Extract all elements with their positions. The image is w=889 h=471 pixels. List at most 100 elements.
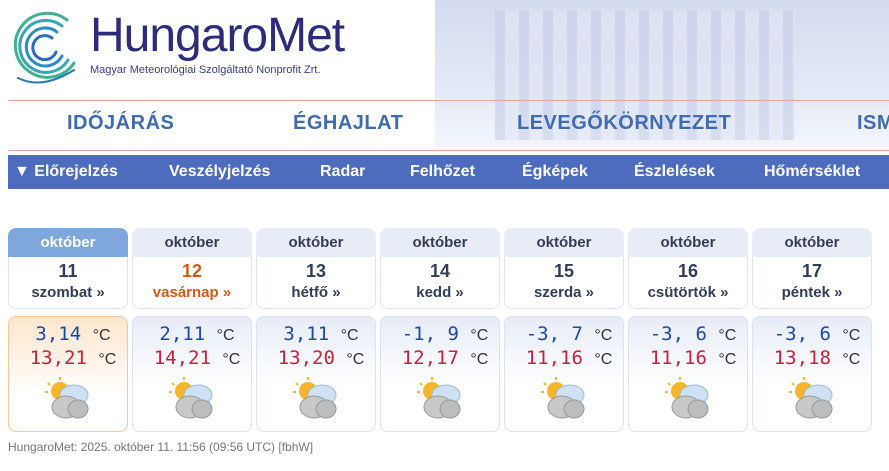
day-month: október — [8, 228, 128, 257]
day-date-box[interactable]: 17 péntek » — [752, 257, 872, 309]
max-temp: 13,21 — [29, 347, 87, 369]
day-weekday-link[interactable]: szerda » — [533, 284, 595, 301]
day-weather-box[interactable]: 3,11 °C 13,20 °C — [256, 316, 376, 432]
subnav-veszelyjelzes[interactable]: Veszélyjelzés — [169, 163, 271, 180]
day-weather-box[interactable]: 2,11 °C 14,21 °C — [132, 316, 252, 432]
day-number: 17 — [801, 261, 823, 281]
day-number: 13 — [305, 261, 327, 281]
day-weekday-link[interactable]: hétfő » — [291, 284, 341, 301]
min-temp: -3, 7 — [525, 323, 583, 345]
forecast-day[interactable]: október 11 szombat » 3,14 °C 13,21 °C — [8, 228, 128, 432]
unit: °C — [98, 351, 117, 368]
unit: °C — [216, 327, 235, 344]
unit: °C — [842, 351, 861, 368]
max-temp-row: 13,18 °C — [753, 347, 871, 371]
max-temp: 13,18 — [773, 347, 831, 369]
day-weather-box[interactable]: -3, 7 °C 11,16 °C — [504, 316, 624, 432]
unit: °C — [594, 327, 613, 344]
footer-timestamp: HungaroMet: 2025. október 11. 11:56 (09:… — [8, 440, 314, 454]
day-month: október — [628, 228, 748, 257]
min-temp-row: 3,14 °C — [9, 323, 127, 347]
min-temp-row: -3, 6 °C — [753, 323, 871, 347]
min-temp-row: -3, 7 °C — [505, 323, 623, 347]
divider — [8, 150, 889, 151]
min-temp: 3,11 — [283, 323, 330, 345]
min-temp-row: 2,11 °C — [133, 323, 251, 347]
forecast-day[interactable]: október 14 kedd » -1, 9 °C 12,17 °C — [380, 228, 500, 432]
max-temp-row: 12,17 °C — [381, 347, 499, 371]
header-building-image — [435, 0, 889, 150]
day-weekday-link[interactable]: péntek » — [781, 284, 843, 301]
day-weather-box[interactable]: -1, 9 °C 12,17 °C — [380, 316, 500, 432]
day-date-box[interactable]: 12 vasárnap » — [132, 257, 252, 309]
max-temp: 11,16 — [649, 347, 707, 369]
nav-levegokornyezet[interactable]: LEVEGŐKÖRNYEZET — [517, 112, 732, 134]
day-date-box[interactable]: 15 szerda » — [504, 257, 624, 309]
day-weekday-link[interactable]: csütörtök » — [647, 284, 729, 301]
unit: °C — [340, 327, 359, 344]
partly-cloudy-icon — [753, 375, 871, 425]
day-weather-box[interactable]: -3, 6 °C 13,18 °C — [752, 316, 872, 432]
day-weekday-link[interactable]: szombat » — [31, 284, 105, 301]
max-temp-row: 13,21 °C — [9, 347, 127, 371]
brand-name[interactable]: HungaroMet — [90, 9, 345, 62]
day-month: október — [752, 228, 872, 257]
max-temp-row: 11,16 °C — [629, 347, 747, 371]
brand-tagline: Magyar Meteorológiai Szolgáltató Nonprof… — [90, 64, 321, 76]
unit: °C — [470, 327, 489, 344]
day-weather-box[interactable]: -3, 6 °C 11,16 °C — [628, 316, 748, 432]
forecast-day[interactable]: október 12 vasárnap » 2,11 °C 14,21 °C — [132, 228, 252, 432]
day-month: október — [256, 228, 376, 257]
max-temp-row: 13,20 °C — [257, 347, 375, 371]
day-number: 14 — [429, 261, 451, 281]
sub-nav: ▼ Előrejelzés Veszélyjelzés Radar Felhőz… — [8, 155, 889, 189]
day-number: 11 — [58, 261, 78, 281]
unit: °C — [718, 327, 737, 344]
subnav-egkepek[interactable]: Égképek — [522, 163, 588, 180]
day-weekday-link[interactable]: kedd » — [416, 284, 464, 301]
max-temp-row: 11,16 °C — [505, 347, 623, 371]
day-number: 12 — [181, 261, 203, 281]
day-date-box[interactable]: 11 szombat » — [8, 257, 128, 309]
forecast-day[interactable]: október 17 péntek » -3, 6 °C 13,18 °C — [752, 228, 872, 432]
subnav-homerseklet[interactable]: Hőmérséklet — [764, 163, 861, 180]
subnav-eszlelesek[interactable]: Észlelések — [634, 163, 715, 180]
min-temp: -1, 9 — [401, 323, 459, 345]
min-temp-row: -1, 9 °C — [381, 323, 499, 347]
unit: °C — [842, 327, 861, 344]
unit: °C — [346, 351, 365, 368]
day-date-box[interactable]: 13 hétfő » — [256, 257, 376, 309]
forecast-day[interactable]: október 13 hétfő » 3,11 °C 13,20 °C — [256, 228, 376, 432]
day-weekday-link[interactable]: vasárnap » — [152, 284, 232, 301]
unit: °C — [92, 327, 111, 344]
min-temp: 2,11 — [159, 323, 206, 345]
unit: °C — [470, 351, 489, 368]
subnav-radar[interactable]: Radar — [320, 163, 366, 180]
day-month: október — [380, 228, 500, 257]
day-date-box[interactable]: 14 kedd » — [380, 257, 500, 309]
logo-swirl-icon[interactable] — [12, 8, 87, 88]
subnav-felhozet[interactable]: Felhőzet — [410, 163, 475, 180]
day-number: 15 — [553, 261, 575, 281]
partly-cloudy-icon — [505, 375, 623, 425]
min-temp-row: -3, 6 °C — [629, 323, 747, 347]
nav-eghajlat[interactable]: ÉGHAJLAT — [293, 112, 404, 134]
max-temp: 13,20 — [277, 347, 335, 369]
partly-cloudy-icon — [381, 375, 499, 425]
max-temp: 11,16 — [525, 347, 583, 369]
nav-idojaras[interactable]: IDŐJÁRÁS — [67, 112, 175, 134]
min-temp: -3, 6 — [773, 323, 831, 345]
subnav-elorejelzes[interactable]: ▼ Előrejelzés — [14, 163, 118, 180]
forecast-day[interactable]: október 16 csütörtök » -3, 6 °C 11,16 °C — [628, 228, 748, 432]
day-month: október — [132, 228, 252, 257]
day-number: 16 — [677, 261, 699, 281]
forecast-day[interactable]: október 15 szerda » -3, 7 °C 11,16 °C — [504, 228, 624, 432]
day-date-box[interactable]: 16 csütörtök » — [628, 257, 748, 309]
unit: °C — [594, 351, 613, 368]
min-temp: -3, 6 — [649, 323, 707, 345]
site-header: HungaroMet Magyar Meteorológiai Szolgált… — [0, 0, 889, 100]
partly-cloudy-icon — [133, 375, 251, 425]
nav-ism[interactable]: ISM — [857, 112, 889, 134]
day-weather-box[interactable]: 3,14 °C 13,21 °C — [8, 316, 128, 432]
day-month: október — [504, 228, 624, 257]
